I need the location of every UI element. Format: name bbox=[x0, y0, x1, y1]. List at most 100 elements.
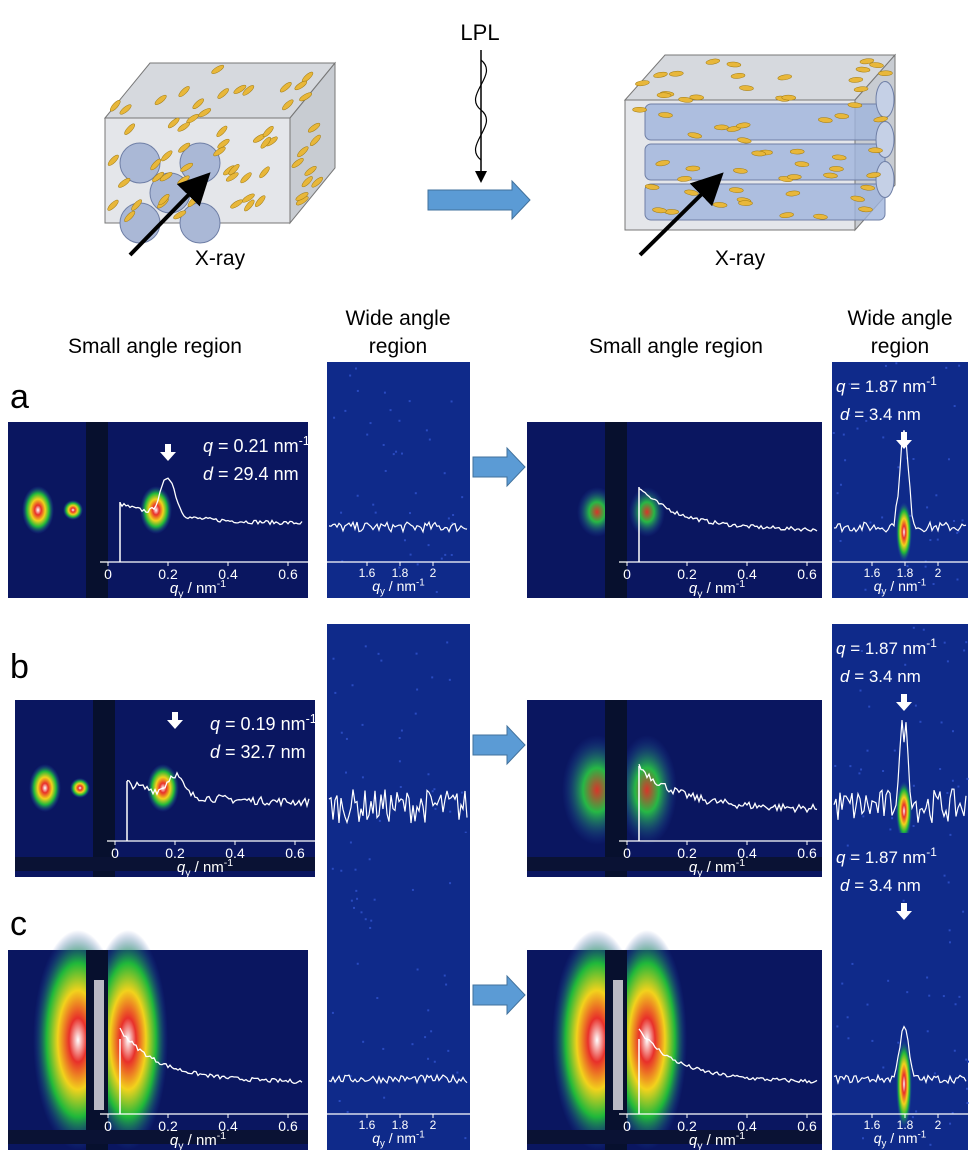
noise bbox=[341, 732, 343, 734]
mesogen bbox=[878, 71, 892, 76]
var: q bbox=[874, 1130, 882, 1146]
noise bbox=[857, 428, 859, 430]
cylinder-end bbox=[120, 203, 160, 243]
noise bbox=[427, 773, 429, 775]
superscript: -1 bbox=[217, 578, 226, 590]
scatter-spot bbox=[896, 502, 912, 562]
noise bbox=[847, 1037, 849, 1039]
noise bbox=[837, 492, 839, 494]
noise bbox=[332, 1012, 334, 1014]
noise bbox=[444, 554, 446, 556]
mesogen bbox=[690, 95, 704, 101]
x-tick-label: 0.6 bbox=[278, 566, 298, 582]
noise bbox=[399, 760, 401, 762]
var: q bbox=[372, 1130, 380, 1146]
noise bbox=[954, 1050, 956, 1052]
noise bbox=[426, 429, 428, 431]
d-annotation: d = 29.4 nm bbox=[203, 464, 299, 484]
noise bbox=[957, 786, 959, 788]
noise bbox=[904, 664, 906, 666]
detector-image bbox=[327, 833, 470, 1150]
saxs-panel: 00.20.40.6 bbox=[527, 930, 822, 1150]
noise bbox=[847, 845, 849, 847]
column-header: Wide angle bbox=[345, 307, 450, 330]
noise bbox=[926, 506, 928, 508]
superscript: -1 bbox=[217, 1130, 226, 1142]
text: / nm bbox=[886, 1130, 917, 1146]
noise bbox=[395, 451, 397, 453]
noise bbox=[958, 365, 960, 367]
noise bbox=[384, 392, 386, 394]
noise bbox=[346, 738, 348, 740]
noise bbox=[409, 512, 411, 514]
var: q bbox=[210, 714, 220, 734]
var: q bbox=[203, 436, 213, 456]
noise bbox=[349, 375, 351, 377]
noise bbox=[843, 434, 845, 436]
text: = 29.4 nm bbox=[213, 464, 299, 484]
noise bbox=[385, 470, 387, 472]
noise bbox=[427, 1009, 429, 1011]
noise bbox=[847, 1016, 849, 1018]
noise bbox=[929, 539, 931, 541]
x-tick-label: 0 bbox=[623, 1118, 631, 1134]
noise bbox=[461, 496, 463, 498]
noise bbox=[332, 868, 334, 870]
x-tick-label: 0.6 bbox=[797, 845, 817, 861]
noise bbox=[937, 539, 939, 541]
panel-label: b bbox=[10, 648, 29, 686]
noise bbox=[369, 927, 371, 929]
noise bbox=[357, 495, 359, 497]
noise bbox=[840, 540, 842, 542]
noise bbox=[340, 512, 342, 514]
noise bbox=[913, 825, 915, 827]
text: = 32.7 nm bbox=[220, 742, 306, 762]
noise bbox=[357, 390, 359, 392]
noise bbox=[399, 737, 401, 739]
noise bbox=[456, 1072, 458, 1074]
noise bbox=[365, 918, 367, 920]
noise bbox=[926, 977, 928, 979]
noise bbox=[380, 660, 382, 662]
noise bbox=[374, 899, 376, 901]
superscript: -1 bbox=[926, 636, 937, 650]
noise bbox=[461, 792, 463, 794]
noise bbox=[416, 653, 418, 655]
noise bbox=[955, 1003, 957, 1005]
text: / nm bbox=[702, 1132, 735, 1149]
noise bbox=[436, 591, 438, 593]
noise bbox=[393, 453, 395, 455]
column-header: region bbox=[369, 335, 427, 358]
noise bbox=[945, 367, 947, 369]
q-annotation: q = 1.87 nm-1 bbox=[836, 374, 937, 396]
q-annotation: q = 1.87 nm-1 bbox=[836, 636, 937, 658]
x-tick-label: 0.6 bbox=[285, 845, 305, 861]
noise bbox=[963, 649, 965, 651]
noise bbox=[415, 492, 417, 494]
noise bbox=[885, 365, 887, 367]
noise bbox=[849, 765, 851, 767]
superscript: -1 bbox=[299, 434, 310, 448]
noise bbox=[834, 765, 836, 767]
noise bbox=[943, 995, 945, 997]
noise bbox=[382, 1048, 384, 1050]
panel-label: a bbox=[10, 378, 29, 416]
d-annotation: d = 3.4 nm bbox=[840, 405, 921, 424]
text: = 1.87 nm bbox=[845, 377, 926, 396]
noise bbox=[944, 642, 946, 644]
noise bbox=[430, 1030, 432, 1032]
noise bbox=[952, 730, 954, 732]
mesogen bbox=[790, 149, 804, 154]
noise bbox=[928, 995, 930, 997]
waxs-panel: 1.61.82 bbox=[832, 362, 968, 598]
noise bbox=[966, 1102, 968, 1104]
noise bbox=[360, 911, 362, 913]
x-tick-label: 0.6 bbox=[278, 1118, 298, 1134]
column-header: Small angle region bbox=[68, 335, 242, 358]
noise bbox=[429, 439, 431, 441]
q-annotation: q = 0.21 nm-1 bbox=[203, 434, 310, 456]
noise bbox=[844, 459, 846, 461]
noise bbox=[449, 679, 451, 681]
